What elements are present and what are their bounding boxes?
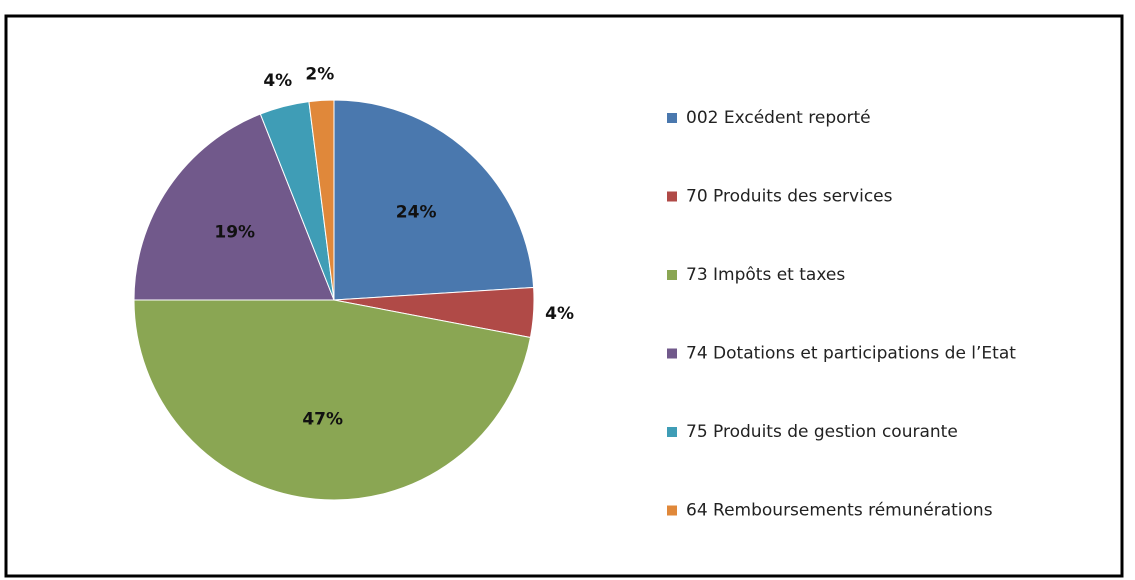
pie-slice	[333, 99, 535, 301]
legend-swatch	[667, 348, 677, 359]
pie-slice	[133, 113, 335, 301]
data-label: 4%	[545, 304, 574, 324]
legend-label: 70 Produits des services	[686, 187, 893, 207]
data-label: 24%	[396, 203, 437, 223]
legend-label: 74 Dotations et participations de l’Etat	[686, 344, 1016, 364]
legend-swatch	[667, 505, 677, 516]
data-label: 19%	[214, 223, 255, 243]
legend-swatch	[667, 113, 677, 123]
legend-label: 75 Produits de gestion courante	[686, 422, 958, 442]
data-label: 2%	[305, 64, 334, 84]
legend-swatch	[667, 270, 677, 280]
data-label: 4%	[263, 71, 292, 91]
legend-label: 002 Excédent reporté	[686, 108, 871, 128]
pie-slice	[133, 299, 532, 501]
legend-swatch	[667, 191, 677, 202]
data-label: 47%	[302, 409, 343, 429]
legend-swatch	[667, 427, 677, 437]
legend-label: 73 Impôts et taxes	[686, 265, 845, 285]
legend-label: 64 Remboursements rémunérations	[686, 501, 993, 521]
pie-slice	[308, 99, 335, 301]
